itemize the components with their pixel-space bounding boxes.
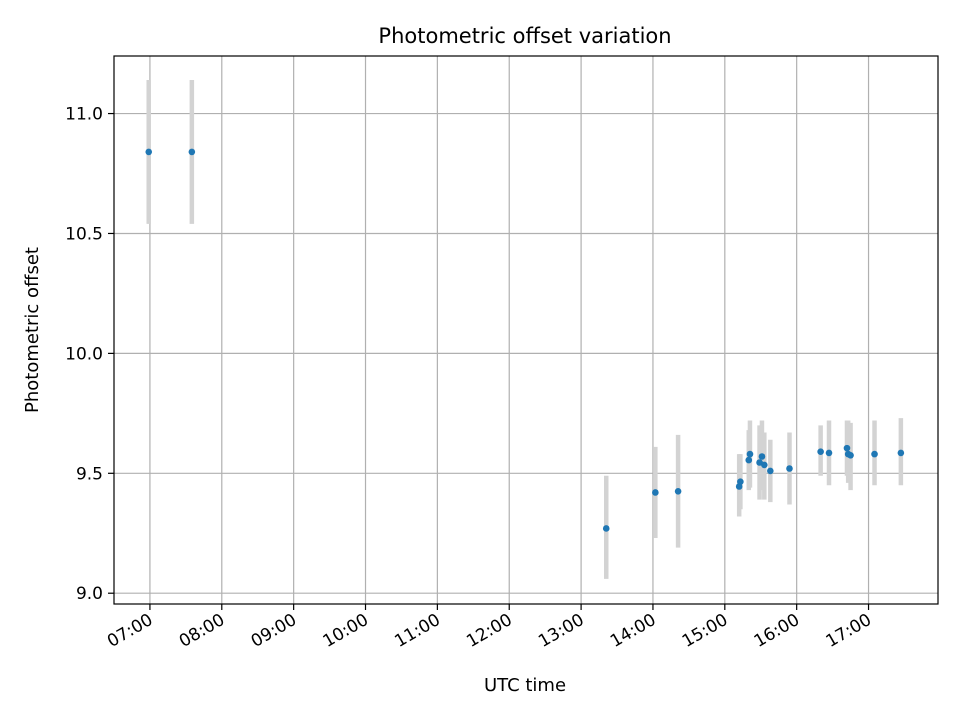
- data-points: [145, 148, 905, 532]
- error-bars: [146, 79, 904, 579]
- x-axis-label: UTC time: [484, 675, 566, 696]
- y-tick-label: 10.5: [65, 224, 103, 244]
- x-tick-label: 13:00: [535, 610, 587, 652]
- data-point: [825, 449, 833, 457]
- plot-frame: [113, 55, 939, 605]
- x-tick-label: 16:00: [751, 610, 803, 652]
- data-point: [188, 148, 196, 156]
- y-tick-label: 10.0: [65, 344, 103, 364]
- data-point: [145, 148, 153, 156]
- data-point: [767, 467, 774, 475]
- y-tick-label: 9.5: [76, 464, 103, 484]
- data-point: [674, 487, 682, 495]
- data-point: [602, 525, 610, 532]
- data-point: [758, 453, 766, 460]
- data-point: [897, 449, 905, 457]
- x-tick-label: 10:00: [320, 610, 372, 652]
- y-axis-ticks: 9.0 9.5 10.0 10.5 11.0: [65, 105, 114, 604]
- data-point: [871, 450, 878, 458]
- data-point: [746, 450, 754, 458]
- x-tick-label: 12:00: [463, 610, 515, 652]
- data-point: [737, 478, 744, 485]
- data-point: [817, 448, 824, 456]
- x-tick-label: 14:00: [607, 610, 659, 652]
- data-point: [786, 465, 793, 472]
- data-point: [761, 461, 768, 469]
- data-point: [745, 456, 753, 464]
- x-tick-label: 08:00: [176, 610, 228, 652]
- x-tick-label: 07:00: [104, 610, 156, 652]
- data-point: [847, 452, 854, 459]
- x-tick-label: 15:00: [679, 610, 731, 652]
- y-tick-label: 11.0: [65, 105, 103, 125]
- data-point: [843, 444, 851, 452]
- x-tick-label: 09:00: [248, 610, 300, 652]
- chart-title: Photometric offset variation: [378, 24, 671, 48]
- y-axis-label: Photometric offset: [22, 247, 43, 413]
- y-tick-label: 9.0: [76, 584, 103, 604]
- x-tick-label: 17:00: [823, 610, 875, 652]
- data-point: [652, 489, 659, 496]
- grid: [114, 56, 938, 604]
- x-tick-label: 11:00: [391, 610, 443, 652]
- x-axis-ticks: 07:00 08:00 09:00 10:00 11:00 12:00 13:00 14:00…: [104, 604, 875, 652]
